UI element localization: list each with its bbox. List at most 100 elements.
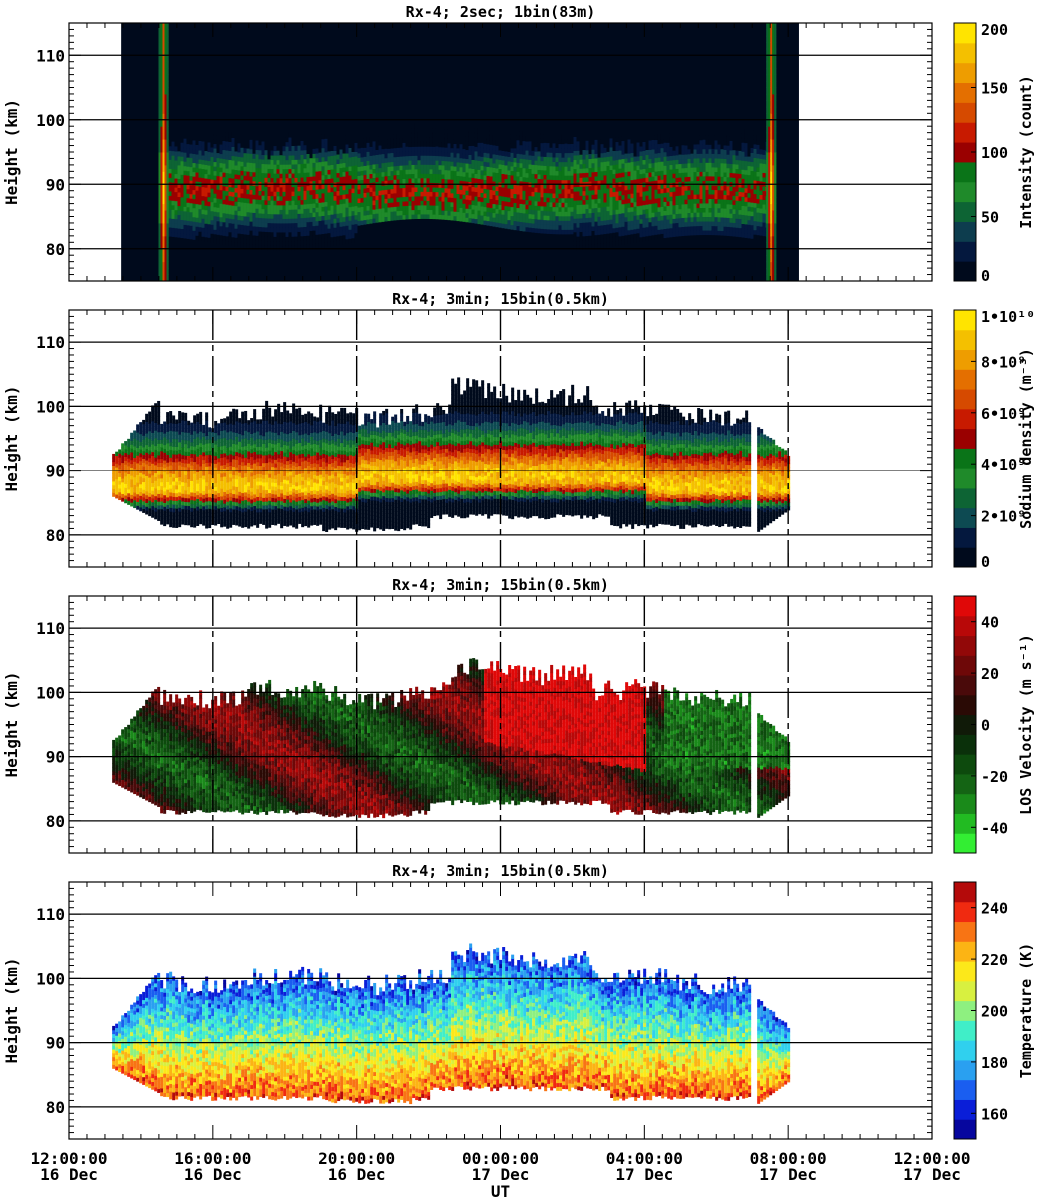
edge-band-1 bbox=[162, 249, 164, 256]
edge-band-1 bbox=[158, 165, 160, 172]
edge-band-1 bbox=[158, 88, 160, 95]
edge-band-2 bbox=[770, 158, 772, 165]
edge-band-2 bbox=[772, 29, 774, 36]
edge-band-2 bbox=[774, 217, 776, 224]
edge-band-2 bbox=[768, 94, 770, 101]
edge-band-1 bbox=[166, 171, 168, 178]
edge-band-1 bbox=[164, 120, 166, 127]
edge-band-1 bbox=[164, 197, 166, 204]
colorbar-swatch bbox=[954, 981, 976, 1001]
y-axis-label: Height (km) bbox=[2, 386, 21, 492]
edge-band-1 bbox=[166, 36, 168, 43]
edge-band-1 bbox=[166, 146, 168, 153]
edge-band-1 bbox=[166, 81, 168, 88]
y-axis-label: Height (km) bbox=[2, 99, 21, 205]
y-tick-label: 110 bbox=[36, 46, 65, 65]
edge-band-2 bbox=[772, 88, 774, 95]
edge-band-2 bbox=[774, 126, 776, 133]
edge-band-2 bbox=[770, 204, 772, 211]
edge-band-1 bbox=[166, 210, 168, 217]
edge-band-2 bbox=[770, 152, 772, 159]
edge-band-2 bbox=[770, 236, 772, 243]
edge-band-1 bbox=[164, 184, 166, 191]
edge-band-1 bbox=[162, 62, 164, 69]
edge-band-1 bbox=[162, 139, 164, 146]
colorbar-swatch bbox=[954, 83, 976, 103]
edge-band-2 bbox=[768, 75, 770, 82]
edge-band-1 bbox=[162, 94, 164, 101]
edge-band-1 bbox=[164, 268, 166, 275]
panel-2: Rx-4; 3min; 15bin(0.5km)8090100110Height… bbox=[2, 290, 1035, 571]
edge-band-1 bbox=[164, 100, 166, 107]
edge-band-2 bbox=[766, 191, 768, 198]
edge-band-2 bbox=[766, 223, 768, 230]
edge-band-1 bbox=[166, 139, 168, 146]
edge-band-1 bbox=[164, 36, 166, 43]
edge-band-1 bbox=[160, 223, 162, 230]
edge-band-1 bbox=[162, 133, 164, 140]
edge-band-2 bbox=[768, 107, 770, 114]
colorbar-swatch bbox=[954, 468, 976, 488]
y-tick-label: 80 bbox=[46, 240, 65, 259]
edge-band-1 bbox=[164, 249, 166, 256]
edge-band-2 bbox=[772, 139, 774, 146]
edge-band-1 bbox=[160, 107, 162, 114]
edge-band-1 bbox=[158, 133, 160, 140]
colorbar-swatch bbox=[954, 1060, 976, 1080]
edge-band-2 bbox=[774, 94, 776, 101]
edge-band-1 bbox=[158, 268, 160, 275]
edge-band-1 bbox=[164, 55, 166, 62]
edge-band-1 bbox=[164, 158, 166, 165]
edge-band-2 bbox=[770, 94, 772, 101]
edge-band-2 bbox=[768, 204, 770, 211]
panel-title: Rx-4; 3min; 15bin(0.5km) bbox=[392, 862, 609, 880]
edge-band-1 bbox=[158, 75, 160, 82]
edge-band-1 bbox=[158, 29, 160, 36]
edge-band-1 bbox=[160, 42, 162, 49]
edge-band-1 bbox=[164, 29, 166, 36]
edge-band-1 bbox=[164, 23, 166, 30]
y-tick-label: 80 bbox=[46, 1098, 65, 1117]
edge-band-1 bbox=[160, 152, 162, 159]
edge-band-2 bbox=[772, 126, 774, 133]
edge-band-1 bbox=[160, 191, 162, 198]
edge-band-2 bbox=[768, 236, 770, 243]
colorbar-swatch bbox=[954, 922, 976, 942]
edge-band-2 bbox=[766, 262, 768, 269]
edge-band-2 bbox=[768, 249, 770, 256]
edge-band-1 bbox=[166, 126, 168, 133]
colorbar-tick-label: 1•10¹⁰ bbox=[981, 308, 1035, 326]
colorbar-swatch bbox=[954, 448, 976, 468]
edge-band-2 bbox=[770, 42, 772, 49]
heatmap-cells bbox=[112, 943, 790, 1104]
edge-band-1 bbox=[158, 171, 160, 178]
edge-band-2 bbox=[774, 68, 776, 75]
edge-band-1 bbox=[162, 268, 164, 275]
edge-band-1 bbox=[162, 55, 164, 62]
edge-band-1 bbox=[162, 42, 164, 49]
edge-band-2 bbox=[772, 36, 774, 43]
edge-band-2 bbox=[772, 68, 774, 75]
edge-band-2 bbox=[774, 171, 776, 178]
edge-band-2 bbox=[768, 29, 770, 36]
edge-band-2 bbox=[766, 152, 768, 159]
edge-band-2 bbox=[766, 139, 768, 146]
edge-band-2 bbox=[770, 126, 772, 133]
x-tick-date: 17 Dec bbox=[903, 1165, 961, 1184]
edge-band-2 bbox=[766, 29, 768, 36]
edge-band-1 bbox=[166, 107, 168, 114]
edge-band-2 bbox=[766, 133, 768, 140]
edge-band-2 bbox=[770, 268, 772, 275]
edge-band-1 bbox=[164, 139, 166, 146]
edge-band-1 bbox=[166, 68, 168, 75]
edge-band-1 bbox=[166, 55, 168, 62]
edge-band-2 bbox=[774, 184, 776, 191]
edge-band-1 bbox=[166, 88, 168, 95]
edge-band-1 bbox=[160, 120, 162, 127]
edge-band-2 bbox=[772, 236, 774, 243]
colorbar-swatch bbox=[954, 774, 976, 794]
edge-band-1 bbox=[164, 94, 166, 101]
edge-band-1 bbox=[158, 126, 160, 133]
